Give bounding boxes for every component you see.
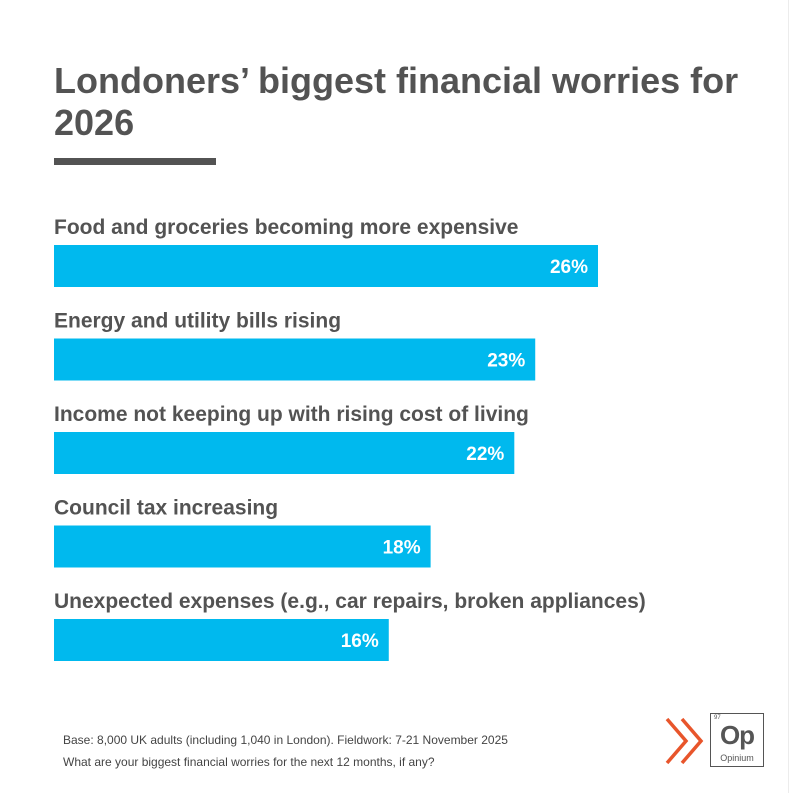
frame-divider	[788, 0, 789, 793]
category-label: Council tax increasing	[54, 497, 278, 520]
bar	[54, 525, 431, 568]
category-label: Food and groceries becoming more expensi…	[54, 216, 518, 239]
bar	[54, 432, 515, 474]
footnote-base: Base: 8,000 UK adults (including 1,040 i…	[63, 733, 508, 747]
category-label: Income not keeping up with rising cost o…	[54, 403, 529, 426]
value-label: 26%	[550, 257, 588, 278]
footnote-question: What are your biggest financial worries …	[63, 755, 435, 769]
value-label: 16%	[341, 631, 379, 652]
opinium-logo: 97 Op Opinium	[664, 712, 768, 772]
footnote: Base: 8,000 UK adults (including 1,040 i…	[63, 729, 508, 773]
title-underline	[54, 158, 216, 165]
double-chevron-icon	[665, 717, 704, 765]
category-label: Energy and utility bills rising	[54, 310, 341, 333]
bar	[54, 338, 536, 381]
category-label: Unexpected expenses (e.g., car repairs, …	[54, 590, 646, 613]
value-label: 18%	[383, 538, 421, 559]
logo-box: 97 Op Opinium	[710, 713, 764, 767]
page-title: Londoners’ biggest financial worries for…	[54, 60, 739, 143]
value-label: 23%	[487, 351, 525, 372]
bar	[54, 619, 389, 661]
logo-name: Opinium	[720, 753, 754, 763]
logo-small-text: 97	[714, 715, 721, 721]
bar	[54, 245, 598, 287]
value-label: 22%	[466, 444, 504, 465]
logo-mark: Op	[719, 720, 755, 750]
